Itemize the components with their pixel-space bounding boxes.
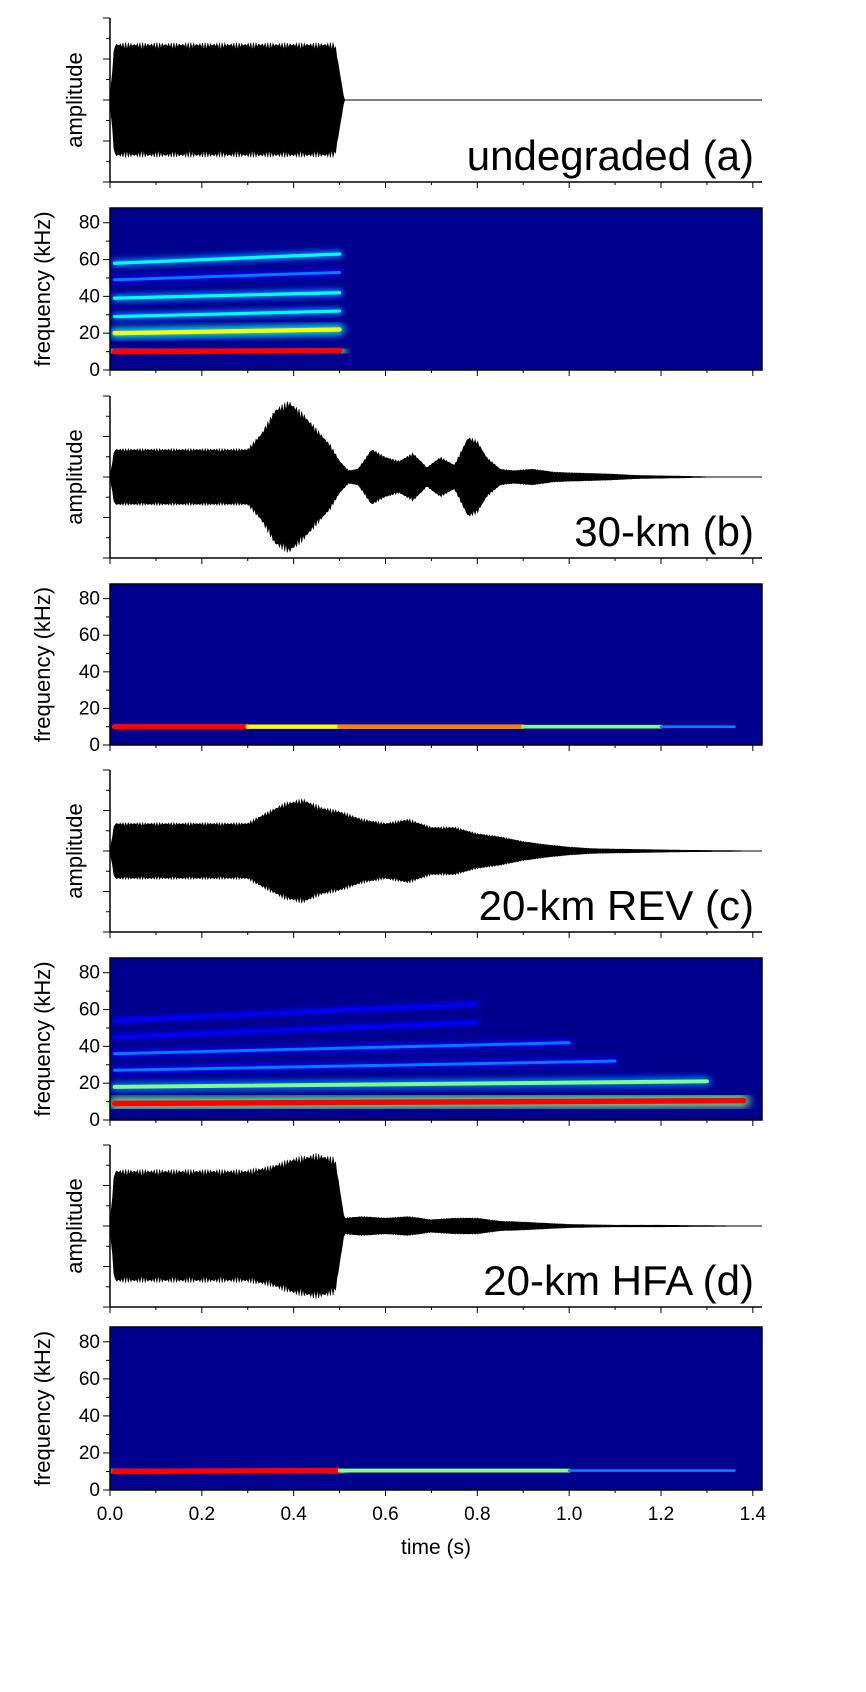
panel-5: 0 20 40 60 80 frequency (kHz) bbox=[30, 957, 763, 1131]
panel-2: amplitude 30-km (b) bbox=[62, 395, 762, 564]
harmonic-line bbox=[113, 270, 342, 282]
y-tick-label: 40 bbox=[79, 1036, 100, 1057]
harmonic-line bbox=[112, 1079, 709, 1089]
harmonic-line bbox=[113, 1041, 571, 1056]
x-tick-label: 1.0 bbox=[556, 1504, 582, 1525]
plot-frame bbox=[109, 1326, 763, 1491]
y-tick-label: 20 bbox=[79, 698, 100, 719]
x-tick-label: 0.4 bbox=[280, 1504, 307, 1525]
harmonic-line bbox=[113, 1059, 617, 1072]
y-tick-label: 0 bbox=[89, 1110, 100, 1131]
harmonic-line bbox=[112, 327, 342, 336]
y-tick-label: 80 bbox=[79, 213, 100, 234]
y-tick-label: 40 bbox=[79, 1406, 100, 1427]
x-tick-label: 0.0 bbox=[97, 1504, 123, 1525]
plot-frame bbox=[109, 957, 763, 1121]
x-tick-label: 0.2 bbox=[189, 1504, 215, 1525]
y-axis-label: frequency (kHz) bbox=[30, 211, 55, 366]
plot-frame bbox=[109, 207, 763, 371]
panel-3: 0 20 40 60 80 frequency (kHz) bbox=[30, 583, 763, 756]
harmonic-line bbox=[111, 1097, 747, 1107]
x-axis: 0.0 0.2 0.4 0.6 0.8 1.0 1.2 1.4 bbox=[97, 1504, 767, 1525]
harmonic-line bbox=[113, 1002, 479, 1022]
y-axis-label: amplitude bbox=[62, 52, 87, 147]
panel-label: 20-km HFA (d) bbox=[483, 1257, 754, 1304]
y-tick-label: 0 bbox=[89, 360, 100, 381]
y-tick-label: 40 bbox=[79, 286, 100, 307]
panel-7: 0 20 40 60 80 frequency (kHz) bbox=[30, 1326, 763, 1501]
harmonic-line bbox=[113, 309, 342, 319]
waveform-envelope bbox=[109, 41, 762, 159]
spectrogram-background bbox=[110, 584, 762, 745]
harmonic-line bbox=[111, 1467, 343, 1475]
y-tick-label: 20 bbox=[79, 1443, 100, 1464]
panels-layer: amplitude undegraded (a) 0 20 40 60 80 frequenc… bbox=[30, 17, 763, 1501]
spectrogram-background bbox=[110, 958, 762, 1120]
y-tick-label: 20 bbox=[79, 323, 100, 344]
harmonic-line bbox=[113, 1021, 479, 1039]
y-tick-label: 60 bbox=[79, 250, 100, 271]
x-tick-label: 1.4 bbox=[740, 1504, 767, 1525]
y-tick-label: 60 bbox=[79, 625, 100, 646]
x-tick-label: 0.8 bbox=[464, 1504, 490, 1525]
x-tick-label: 0.6 bbox=[372, 1504, 398, 1525]
harmonic-line bbox=[112, 291, 342, 300]
y-axis-label: frequency (kHz) bbox=[30, 587, 55, 742]
x-tick-label: 1.2 bbox=[648, 1504, 674, 1525]
panel-label: 30-km (b) bbox=[574, 508, 754, 555]
y-axis-label: amplitude bbox=[62, 803, 87, 898]
y-tick-label: 80 bbox=[79, 589, 100, 610]
panel-4: amplitude 20-km REV (c) bbox=[62, 769, 762, 938]
harmonic-line bbox=[111, 347, 343, 355]
y-tick-label: 20 bbox=[79, 1073, 100, 1094]
panel-0: amplitude undegraded (a) bbox=[62, 17, 762, 188]
y-tick-label: 80 bbox=[79, 1332, 100, 1353]
y-axis-label: amplitude bbox=[62, 429, 87, 524]
panel-label: undegraded (a) bbox=[467, 132, 754, 179]
y-axis-label: amplitude bbox=[62, 1178, 87, 1273]
harmonic-line bbox=[112, 252, 342, 265]
panel-6: amplitude 20-km HFA (d) bbox=[62, 1144, 762, 1313]
y-axis-label: frequency (kHz) bbox=[30, 961, 55, 1116]
plot-frame bbox=[109, 583, 763, 746]
y-tick-label: 0 bbox=[89, 735, 100, 756]
panel-1: 0 20 40 60 80 frequency (kHz) bbox=[30, 207, 763, 381]
y-tick-label: 0 bbox=[89, 1480, 100, 1501]
spectrogram-background bbox=[110, 208, 762, 370]
y-tick-label: 80 bbox=[79, 963, 100, 984]
panel-label: 20-km REV (c) bbox=[479, 882, 754, 929]
y-axis-label: frequency (kHz) bbox=[30, 1331, 55, 1486]
x-axis-label: time (s) bbox=[401, 1536, 471, 1559]
spectrogram-background bbox=[110, 1327, 762, 1490]
y-tick-label: 40 bbox=[79, 662, 100, 683]
y-tick-label: 60 bbox=[79, 1369, 100, 1390]
y-tick-label: 60 bbox=[79, 1000, 100, 1021]
